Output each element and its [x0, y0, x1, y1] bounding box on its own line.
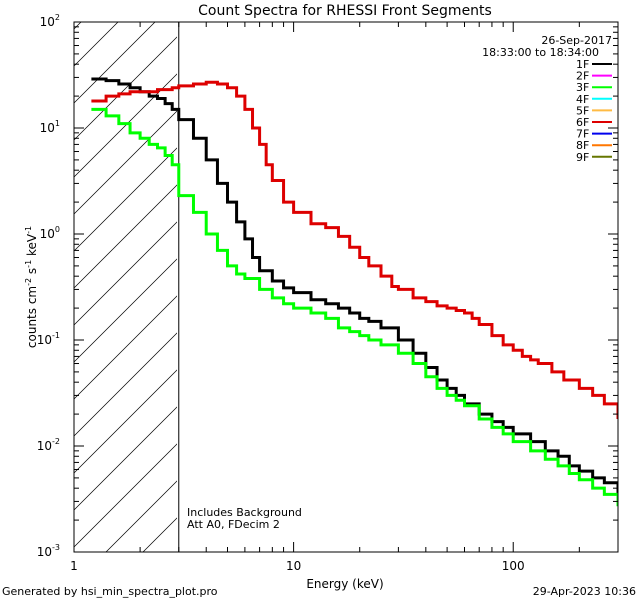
legend-label-4F: 4F	[576, 93, 589, 106]
x-tick-label: 100	[502, 559, 525, 573]
legend-label-2F: 2F	[576, 70, 589, 83]
legend-label-1F: 1F	[576, 58, 589, 71]
y-tick-label: 10-3	[37, 543, 60, 559]
legend-label-8F: 8F	[576, 139, 589, 152]
chart-title: Count Spectra for RHESSI Front Segments	[198, 3, 492, 19]
series-line-3F	[91, 107, 618, 507]
y-tick-label: 101	[40, 119, 60, 135]
legend-label-6F: 6F	[576, 116, 589, 129]
hatched-region	[74, 22, 177, 552]
y-tick-label: 10-2	[37, 437, 60, 453]
y-tick-label: 10-1	[37, 331, 60, 347]
x-tick-label: 10	[286, 559, 301, 573]
footer-timestamp: 29-Apr-2023 10:36	[533, 585, 636, 598]
x-tick-label: 1	[70, 559, 78, 573]
legend-label-5F: 5F	[576, 104, 589, 117]
legend-label-9F: 9F	[576, 151, 589, 164]
footer-generated-by: Generated by hsi_min_spectra_plot.pro	[2, 585, 218, 598]
legend-label-3F: 3F	[576, 81, 589, 94]
y-tick-label: 102	[40, 13, 60, 29]
y-tick-label: 100	[40, 225, 60, 241]
annotation-attenuator: Att A0, FDecim 2	[187, 518, 280, 531]
series-line-6F	[91, 80, 618, 419]
annotation-background: Includes Background	[187, 506, 302, 519]
x-axis-label: Energy (keV)	[306, 577, 383, 591]
time-range-label: 18:33:00 to 18:34:00	[482, 46, 599, 59]
series-line-1F	[91, 77, 618, 495]
y-axis-label: counts cm-2 s-1 keV-1	[24, 226, 39, 348]
plot-frame	[73, 21, 619, 553]
legend-label-7F: 7F	[576, 128, 589, 141]
date-label: 26-Sep-2017	[541, 34, 612, 47]
